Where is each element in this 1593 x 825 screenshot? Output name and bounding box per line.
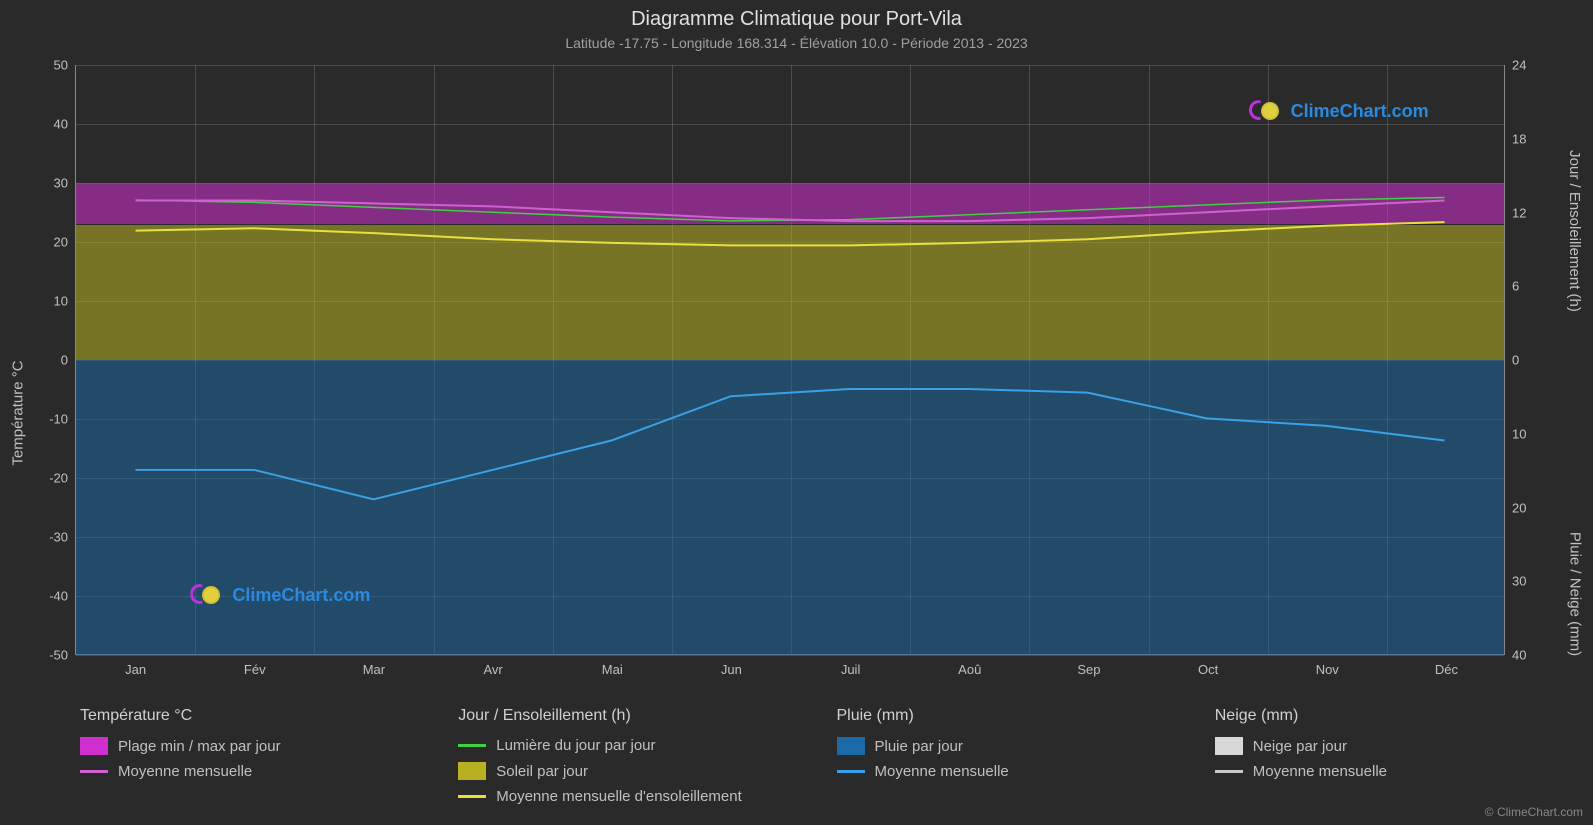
y-tick-left: 30: [28, 176, 68, 191]
legend-item: Moyenne mensuelle: [80, 763, 418, 780]
legend-label: Plage min / max par jour: [118, 738, 281, 755]
x-tick-month: Mai: [602, 662, 623, 677]
y-tick-left: 0: [28, 353, 68, 368]
watermark: ClimeChart.com: [190, 584, 370, 606]
legend-swatch: [1215, 737, 1243, 755]
legend-label: Soleil par jour: [496, 763, 588, 780]
legend-swatch: [837, 737, 865, 755]
legend-label: Neige par jour: [1253, 738, 1347, 755]
legend-swatch: [837, 770, 865, 773]
y-tick-right: 18: [1512, 131, 1552, 146]
watermark: ClimeChart.com: [1249, 100, 1429, 122]
y-tick-right: 0: [1512, 353, 1552, 368]
legend-column: Neige (mm) Neige par jour Moyenne mensuell…: [1215, 707, 1553, 813]
y-tick-right: 24: [1512, 58, 1552, 73]
legend-item: Moyenne mensuelle d'ensoleillement: [458, 788, 796, 805]
copyright: © ClimeChart.com: [1485, 805, 1583, 819]
legend-label: Lumière du jour par jour: [496, 737, 655, 754]
legend-item: Pluie par jour: [837, 737, 1175, 755]
chart-subtitle: Latitude -17.75 - Longitude 168.314 - Él…: [0, 35, 1593, 51]
y-axis-left-label: Température °C: [10, 360, 27, 465]
legend-label: Pluie par jour: [875, 738, 963, 755]
legend-label: Moyenne mensuelle d'ensoleillement: [496, 788, 742, 805]
y-tick-left: 50: [28, 58, 68, 73]
legend-item: Neige par jour: [1215, 737, 1553, 755]
legend-title: Pluie (mm): [837, 707, 1175, 725]
y-tick-left: 40: [28, 117, 68, 132]
legend-title: Neige (mm): [1215, 707, 1553, 725]
legend-column: Jour / Ensoleillement (h) Lumière du jour…: [458, 707, 796, 813]
x-tick-month: Fév: [244, 662, 266, 677]
x-tick-month: Nov: [1316, 662, 1339, 677]
legend-item: Soleil par jour: [458, 762, 796, 780]
legend-label: Moyenne mensuelle: [118, 763, 252, 780]
legend-item: Plage min / max par jour: [80, 737, 418, 755]
x-tick-month: Jun: [721, 662, 742, 677]
legend-column: Température °C Plage min / max par jour Mo…: [80, 707, 418, 813]
x-tick-month: Jan: [125, 662, 146, 677]
y-tick-right: 10: [1512, 426, 1552, 441]
y-axis-right-top-label: Jour / Ensoleillement (h): [1567, 150, 1584, 312]
y-tick-left: -30: [28, 530, 68, 545]
legend-title: Jour / Ensoleillement (h): [458, 707, 796, 725]
legend: Température °C Plage min / max par jour Mo…: [80, 707, 1553, 813]
legend-item: Moyenne mensuelle: [837, 763, 1175, 780]
legend-title: Température °C: [80, 707, 418, 725]
legend-swatch: [80, 737, 108, 755]
x-tick-month: Mar: [363, 662, 385, 677]
plot-area: -50-40-30-20-100102030405006121824102030…: [75, 65, 1505, 655]
y-tick-left: 20: [28, 235, 68, 250]
legend-label: Moyenne mensuelle: [1253, 763, 1387, 780]
x-tick-month: Sep: [1077, 662, 1100, 677]
x-tick-month: Déc: [1435, 662, 1458, 677]
y-tick-right: 6: [1512, 279, 1552, 294]
y-tick-left: -10: [28, 412, 68, 427]
x-tick-month: Aoû: [958, 662, 981, 677]
y-tick-left: -50: [28, 648, 68, 663]
x-tick-month: Oct: [1198, 662, 1218, 677]
legend-item: Moyenne mensuelle: [1215, 763, 1553, 780]
legend-label: Moyenne mensuelle: [875, 763, 1009, 780]
legend-swatch: [1215, 770, 1243, 773]
legend-item: Lumière du jour par jour: [458, 737, 796, 754]
y-tick-left: -20: [28, 471, 68, 486]
y-tick-right: 40: [1512, 648, 1552, 663]
chart-container: Diagramme Climatique pour Port-Vila Lati…: [0, 0, 1593, 825]
chart-title: Diagramme Climatique pour Port-Vila: [0, 0, 1593, 31]
x-tick-month: Avr: [483, 662, 502, 677]
legend-swatch: [458, 744, 486, 747]
y-tick-left: -40: [28, 589, 68, 604]
legend-column: Pluie (mm) Pluie par jour Moyenne mensuell…: [837, 707, 1175, 813]
legend-swatch: [458, 762, 486, 780]
y-tick-right: 20: [1512, 500, 1552, 515]
legend-swatch: [80, 770, 108, 773]
y-axis-right-bottom-label: Pluie / Neige (mm): [1567, 532, 1584, 656]
legend-swatch: [458, 795, 486, 798]
y-tick-right: 30: [1512, 574, 1552, 589]
y-tick-left: 10: [28, 294, 68, 309]
x-tick-month: Juil: [841, 662, 861, 677]
y-tick-right: 12: [1512, 205, 1552, 220]
